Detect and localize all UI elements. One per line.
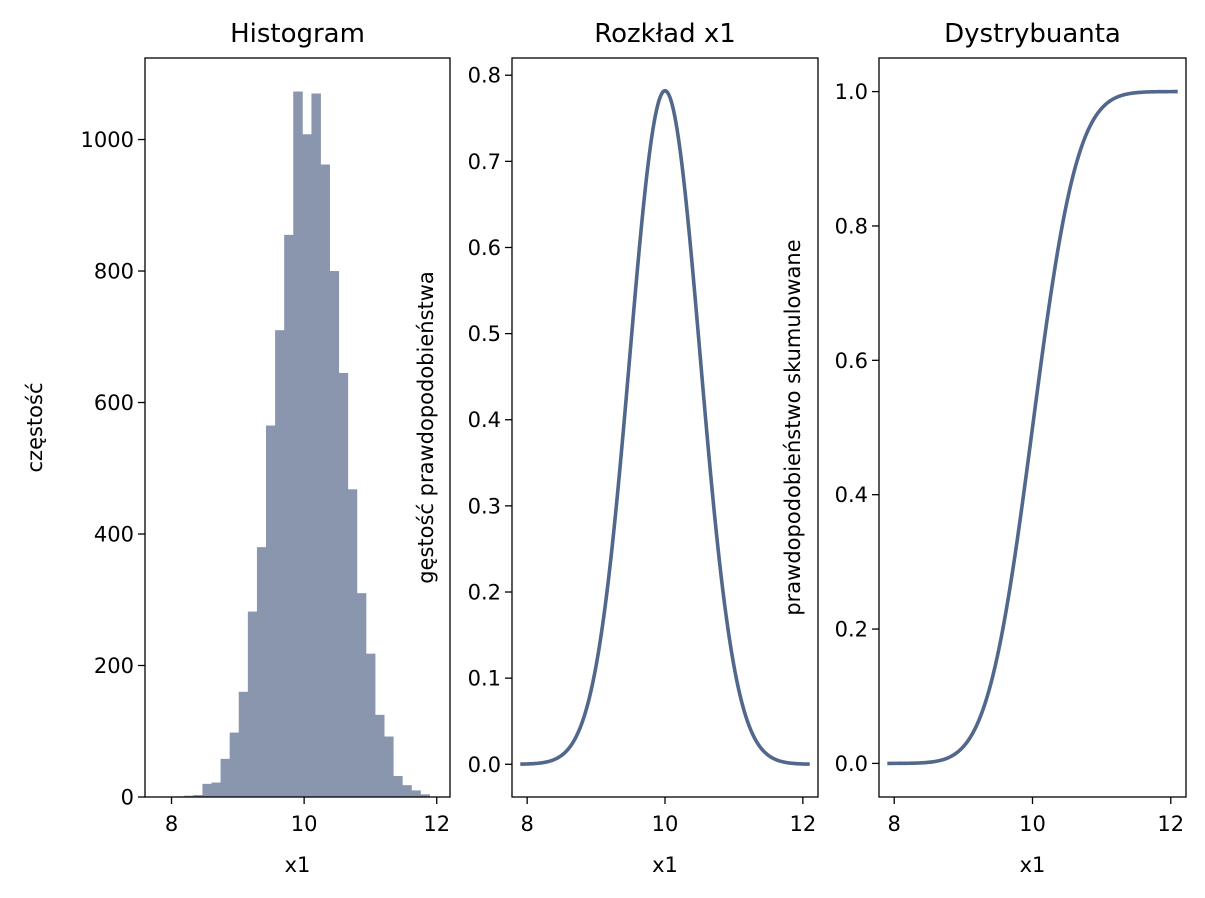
y-tick-label: 0.2 bbox=[835, 618, 868, 642]
histogram-bar bbox=[393, 775, 403, 797]
x-tick-label: 10 bbox=[652, 812, 679, 836]
y-tick-label: 0.4 bbox=[835, 483, 868, 507]
histogram-bar bbox=[402, 785, 412, 797]
y-tick-label: 600 bbox=[94, 391, 134, 415]
plot-frame bbox=[511, 57, 819, 798]
y-axis-label: prawdopodobieństwo skumulowane bbox=[781, 239, 805, 615]
y-axis-label: częstość bbox=[23, 383, 47, 473]
y-tick-label: 0 bbox=[121, 786, 134, 810]
x-tick-label: 8 bbox=[888, 812, 901, 836]
chart-title: Histogram bbox=[230, 19, 365, 49]
histogram-bar bbox=[238, 691, 249, 797]
x-tick-label: 8 bbox=[165, 812, 178, 836]
y-tick-label: 1.0 bbox=[835, 80, 868, 104]
y-tick-label: 200 bbox=[94, 654, 134, 678]
histogram-bar bbox=[229, 732, 240, 797]
histogram-bar bbox=[329, 271, 340, 797]
y-tick-label: 800 bbox=[94, 260, 134, 284]
y-tick-label: 0.5 bbox=[468, 322, 501, 346]
histogram-bar bbox=[247, 611, 258, 797]
plot-frame bbox=[144, 57, 451, 798]
y-tick-label: 0.4 bbox=[468, 408, 501, 432]
x-axis-label: x1 bbox=[285, 853, 311, 877]
histogram-bar bbox=[266, 425, 276, 797]
y-tick-label: 0.6 bbox=[835, 349, 868, 373]
histogram-bar bbox=[365, 653, 376, 797]
histogram-bar bbox=[356, 593, 367, 797]
x-axis-label: x1 bbox=[652, 853, 678, 877]
y-tick-label: 0.2 bbox=[468, 581, 501, 605]
cdf-panel: 8 10 12 0.0 0.2 0.4 0.6 0.8 1.0 Dystrybuanta x1 pra… bbox=[781, 19, 1187, 877]
chart-title: Rozkład x1 bbox=[594, 19, 736, 49]
histogram-bar bbox=[320, 164, 330, 797]
x-tick-label: 12 bbox=[423, 812, 450, 836]
y-tick-label: 400 bbox=[94, 523, 134, 547]
x-tick-label: 12 bbox=[1157, 812, 1184, 836]
histogram-bar bbox=[284, 234, 294, 797]
y-tick-label: 0.3 bbox=[468, 494, 501, 518]
x-tick-label: 8 bbox=[520, 812, 533, 836]
histogram-bar bbox=[375, 714, 385, 797]
histogram-bar bbox=[202, 783, 212, 797]
histogram-bar bbox=[302, 134, 312, 797]
x-tick-label: 10 bbox=[1019, 812, 1046, 836]
cdf-curve bbox=[886, 89, 1179, 766]
x-axis-label: x1 bbox=[1020, 853, 1046, 877]
density-curve bbox=[519, 88, 811, 766]
histogram-bar bbox=[256, 547, 267, 797]
y-tick-label: 0.0 bbox=[835, 752, 868, 776]
density-panel: 8 10 12 0.0 0.1 0.2 0.3 0.4 0.5 0.6 0.7 0.8 Rozkład … bbox=[414, 19, 819, 877]
y-tick-label: 0.7 bbox=[468, 150, 501, 174]
chart-title: Dystrybuanta bbox=[944, 19, 1121, 49]
histogram-bar bbox=[384, 736, 394, 797]
histogram-bar bbox=[347, 489, 358, 797]
histogram-bar bbox=[420, 794, 430, 797]
histogram-bar bbox=[275, 330, 285, 797]
histogram-bar bbox=[211, 782, 221, 797]
y-tick-label: 0.6 bbox=[468, 236, 501, 260]
histogram-bar bbox=[220, 758, 231, 797]
histogram-bar bbox=[411, 790, 421, 797]
histogram-bar bbox=[193, 795, 203, 797]
histogram-panel: 8 10 12 0 200 400 600 800 1000 Histogram x1 częstoś… bbox=[23, 19, 451, 877]
y-tick-label: 0.1 bbox=[468, 667, 501, 691]
histogram-bar bbox=[184, 795, 194, 797]
histogram-bar bbox=[311, 93, 321, 798]
y-axis-label: gęstość prawdopodobieństwa bbox=[414, 271, 438, 584]
histogram-bar bbox=[338, 372, 349, 797]
y-tick-label: 0.0 bbox=[468, 753, 501, 777]
x-tick-label: 12 bbox=[789, 812, 816, 836]
x-tick-label: 10 bbox=[291, 812, 318, 836]
y-tick-label: 1000 bbox=[81, 128, 134, 152]
y-tick-label: 0.8 bbox=[835, 214, 868, 238]
histogram-bar bbox=[293, 91, 303, 798]
y-tick-label: 0.8 bbox=[468, 64, 501, 88]
